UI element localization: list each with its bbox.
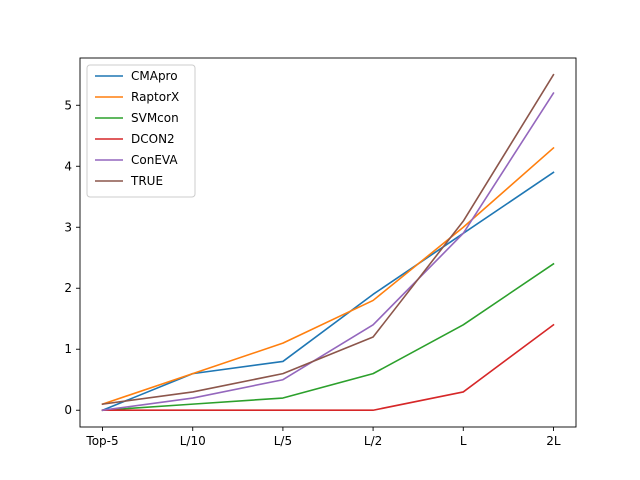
legend-label-coneva: ConEVA xyxy=(131,153,178,167)
x-tick-label: L/10 xyxy=(180,434,206,448)
legend-label-cmapro: CMApro xyxy=(131,69,178,83)
series-line-coneva xyxy=(101,91,555,412)
x-tick-label: L/2 xyxy=(364,434,382,448)
y-tick-label: 1 xyxy=(64,342,72,356)
y-tick-label: 3 xyxy=(64,220,72,234)
axes-layer: Top-5 L/10 L/5 L/2 L 2L 0 1 2 3 4 5 xyxy=(64,57,577,448)
x-tick-label: L xyxy=(460,434,467,448)
y-tick-label: 4 xyxy=(64,159,72,173)
legend-label-raptorx: RaptorX xyxy=(131,90,179,104)
legend-label-true: TRUE xyxy=(130,174,163,188)
plot-frame xyxy=(79,57,577,428)
y-tick-label: 5 xyxy=(64,98,72,112)
legend-label-dcon2: DCON2 xyxy=(131,132,175,146)
x-tick-label: L/5 xyxy=(274,434,292,448)
y-tick-label: 2 xyxy=(64,281,72,295)
x-tick-label: Top-5 xyxy=(85,434,118,448)
legend-label-svmcon: SVMcon xyxy=(131,111,179,125)
series-line-svmcon xyxy=(101,262,555,412)
legend: CMApro RaptorX SVMcon DCON2 ConEVA TRUE xyxy=(86,64,196,198)
x-tick-label: 2L xyxy=(546,434,561,448)
legend-box xyxy=(86,64,196,198)
series-layer xyxy=(101,73,555,412)
series-line-dcon2 xyxy=(101,323,555,412)
y-tick-label: 0 xyxy=(64,403,72,417)
series-line-raptorx xyxy=(101,146,555,406)
series-line-cmapro xyxy=(101,171,555,412)
series-line-true xyxy=(101,73,555,406)
